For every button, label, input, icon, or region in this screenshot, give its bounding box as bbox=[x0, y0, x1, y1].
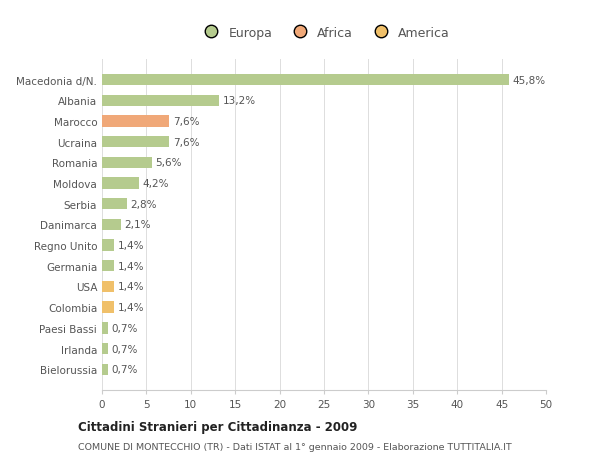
Bar bbox=[102, 199, 127, 210]
Text: 1,4%: 1,4% bbox=[118, 241, 145, 251]
Text: 2,1%: 2,1% bbox=[124, 220, 151, 230]
Text: 2,8%: 2,8% bbox=[130, 199, 157, 209]
Bar bbox=[102, 157, 152, 168]
Text: 0,7%: 0,7% bbox=[112, 344, 138, 354]
Text: 5,6%: 5,6% bbox=[155, 158, 182, 168]
Bar bbox=[102, 137, 169, 148]
Text: 0,7%: 0,7% bbox=[112, 364, 138, 375]
Text: 7,6%: 7,6% bbox=[173, 137, 200, 147]
Bar bbox=[102, 343, 108, 354]
Bar bbox=[102, 281, 115, 292]
Text: COMUNE DI MONTECCHIO (TR) - Dati ISTAT al 1° gennaio 2009 - Elaborazione TUTTITA: COMUNE DI MONTECCHIO (TR) - Dati ISTAT a… bbox=[78, 442, 512, 451]
Text: 7,6%: 7,6% bbox=[173, 117, 200, 127]
Text: 1,4%: 1,4% bbox=[118, 282, 145, 292]
Bar bbox=[102, 75, 509, 86]
Bar bbox=[102, 261, 115, 272]
Bar bbox=[102, 178, 139, 189]
Bar bbox=[102, 364, 108, 375]
Bar bbox=[102, 219, 121, 230]
Bar bbox=[102, 95, 219, 106]
Text: 13,2%: 13,2% bbox=[223, 96, 256, 106]
Bar bbox=[102, 302, 115, 313]
Bar bbox=[102, 323, 108, 334]
Bar bbox=[102, 240, 115, 251]
Legend: Europa, Africa, America: Europa, Africa, America bbox=[194, 23, 454, 44]
Text: 4,2%: 4,2% bbox=[143, 179, 169, 189]
Text: 45,8%: 45,8% bbox=[512, 75, 545, 85]
Text: 1,4%: 1,4% bbox=[118, 302, 145, 313]
Text: 1,4%: 1,4% bbox=[118, 261, 145, 271]
Bar bbox=[102, 116, 169, 127]
Text: Cittadini Stranieri per Cittadinanza - 2009: Cittadini Stranieri per Cittadinanza - 2… bbox=[78, 420, 358, 433]
Text: 0,7%: 0,7% bbox=[112, 323, 138, 333]
